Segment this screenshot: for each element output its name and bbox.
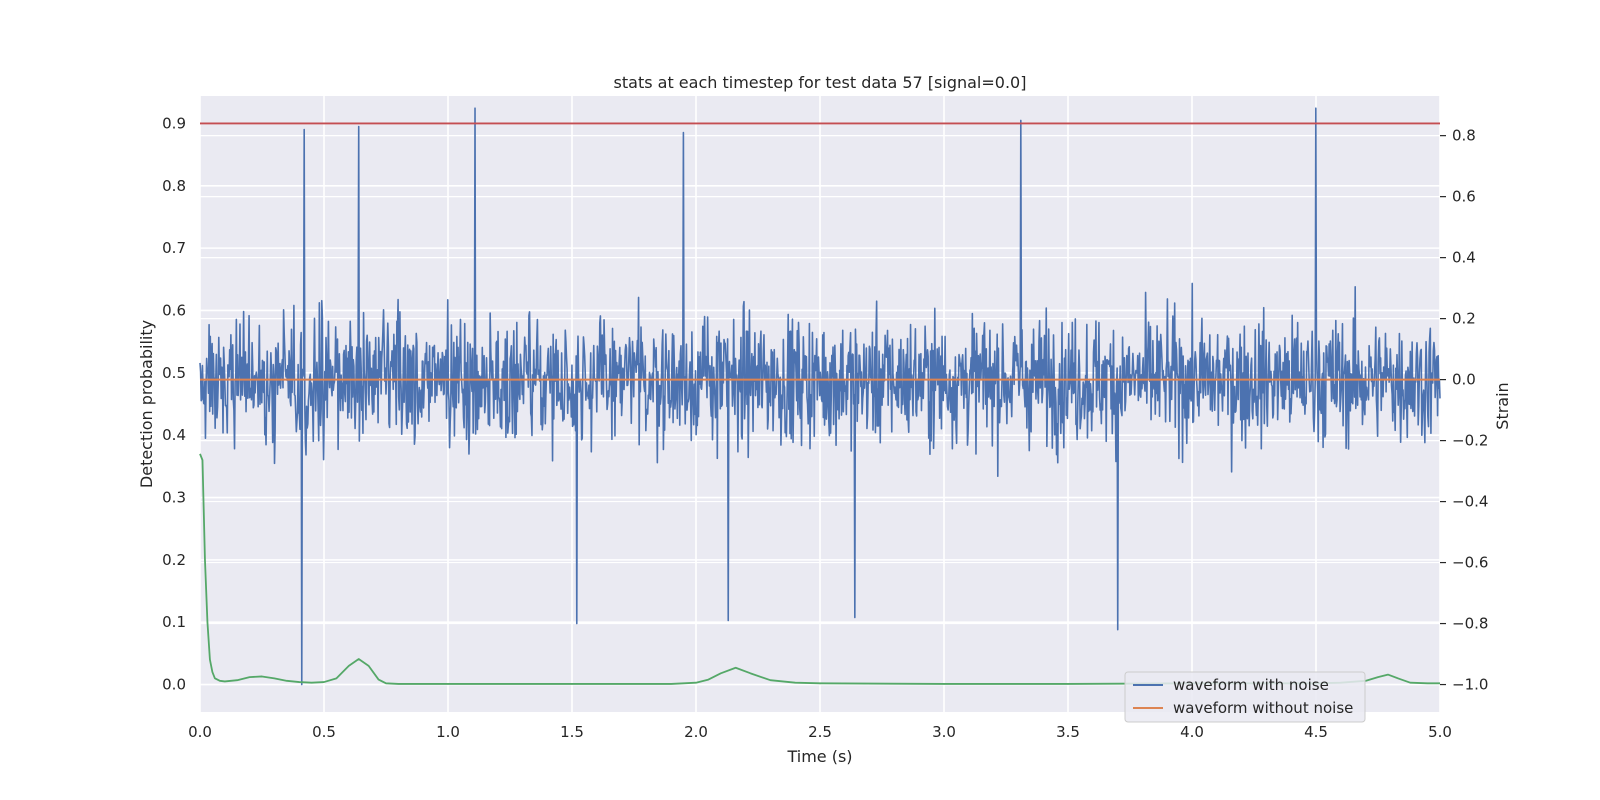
y-tick-label: 0.8	[162, 177, 186, 195]
x-axis-label: Time (s)	[786, 747, 852, 766]
x-tick-label: 1.5	[560, 723, 584, 741]
y2-tick-label: 0.0	[1452, 371, 1476, 389]
x-axis-ticks: 0.0 0.5 1.0 1.5 2.0 2.5 3.0 3.5 4.0 4.5 5.0	[188, 723, 1452, 741]
y-tick-label: 0.7	[162, 239, 186, 257]
y-tick-label: 0.6	[162, 301, 186, 319]
y2-tick-label: 0.4	[1452, 249, 1476, 267]
y2-tick-label: −1.0	[1452, 676, 1488, 694]
x-tick-label: 1.0	[436, 723, 460, 741]
y-tick-label: 0.5	[162, 364, 186, 382]
legend: waveform with noise waveform without noi…	[1124, 671, 1366, 723]
y-tick-label: 0.2	[162, 551, 186, 569]
y-axis-label: Detection probability	[137, 320, 156, 488]
x-tick-label: 0.0	[188, 723, 212, 741]
x-tick-label: 3.0	[932, 723, 956, 741]
y2-tick-label: −0.4	[1452, 493, 1488, 511]
y2-tick-label: −0.6	[1452, 554, 1488, 572]
legend-label-waveform-with-noise: waveform with noise	[1173, 676, 1329, 694]
y2-axis-label: Strain	[1493, 382, 1512, 429]
x-tick-label: 3.5	[1056, 723, 1080, 741]
y2-axis-ticks: 0.8 0.6 0.4 0.2 0.0 −0.2 −0.4 −0.6 −0.8 −1.0	[1440, 127, 1488, 694]
y-tick-label: 0.4	[162, 426, 186, 444]
legend-label-waveform-without-noise: waveform without noise	[1173, 699, 1353, 717]
x-tick-label: 4.5	[1304, 723, 1328, 741]
y-tick-label: 0.1	[162, 613, 186, 631]
x-tick-label: 2.0	[684, 723, 708, 741]
y2-tick-label: −0.2	[1452, 432, 1488, 450]
chart-title: stats at each timestep for test data 57 …	[614, 73, 1027, 92]
x-tick-label: 2.5	[808, 723, 832, 741]
x-tick-label: 5.0	[1428, 723, 1452, 741]
series-waveform-with-noise	[199, 107, 1441, 686]
y2-tick-label: 0.2	[1452, 310, 1476, 328]
x-tick-label: 4.0	[1180, 723, 1204, 741]
y2-tick-label: 0.8	[1452, 127, 1476, 145]
y2-tick-label: −0.8	[1452, 615, 1488, 633]
y-axis-ticks: 0.0 0.1 0.2 0.3 0.4 0.5 0.6 0.7 0.8 0.9	[162, 114, 186, 693]
y-tick-label: 0.3	[162, 489, 186, 507]
y-tick-label: 0.0	[162, 676, 186, 694]
x-tick-label: 0.5	[312, 723, 336, 741]
legend-frame	[1124, 671, 1366, 723]
y-tick-label: 0.9	[162, 114, 186, 132]
y2-tick-label: 0.6	[1452, 188, 1476, 206]
